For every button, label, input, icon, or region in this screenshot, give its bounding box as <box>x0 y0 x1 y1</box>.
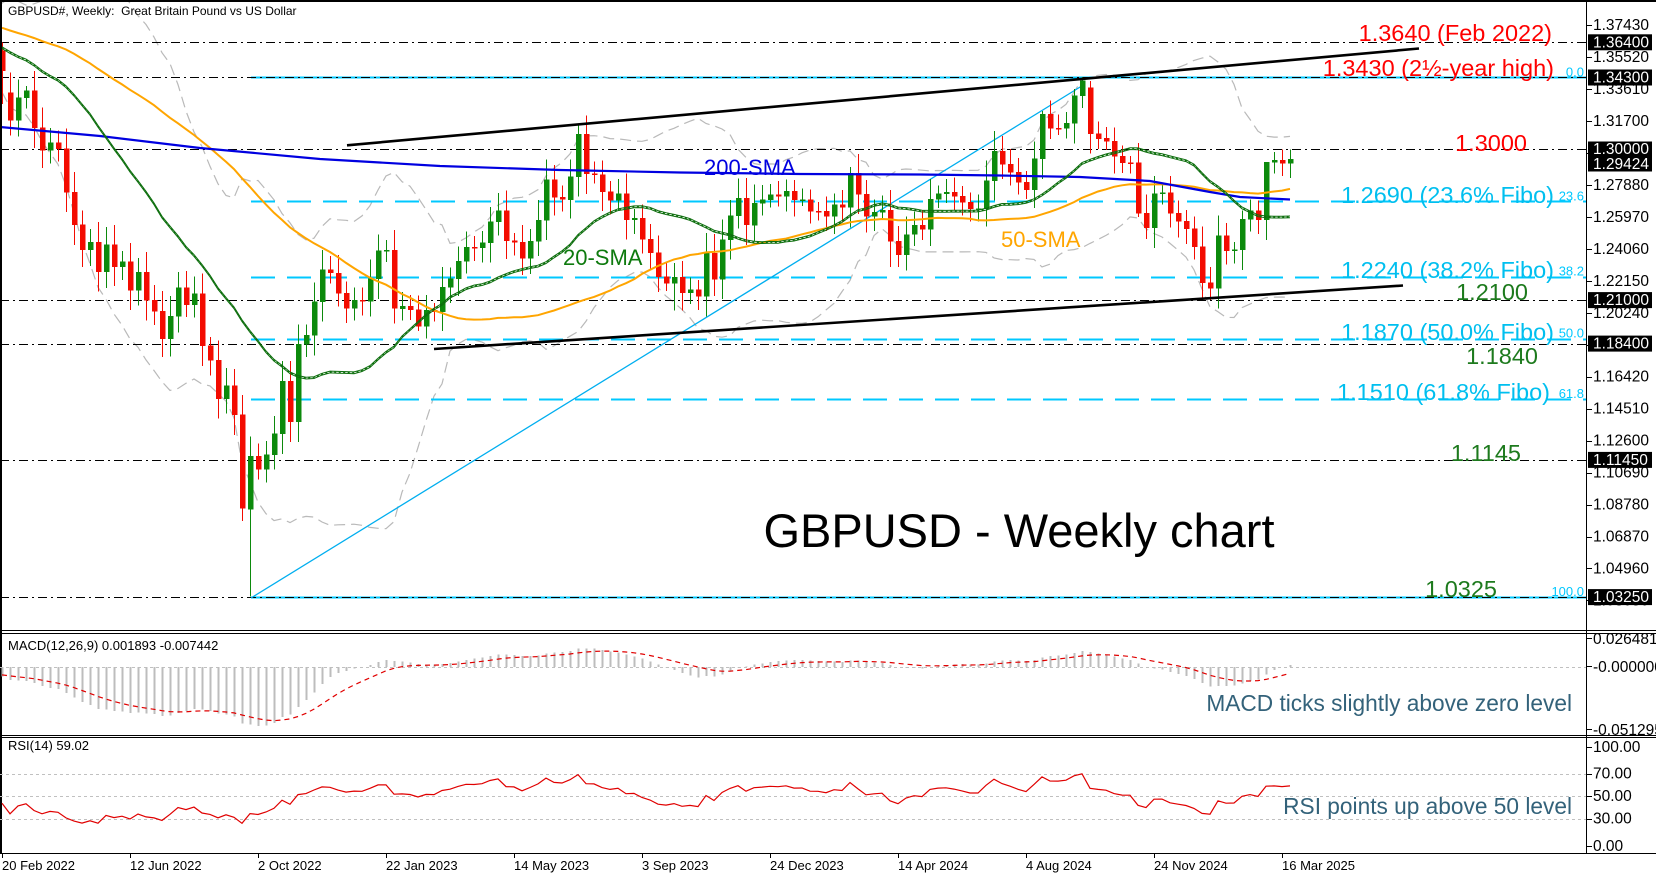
svg-text:1.1145: 1.1145 <box>1451 440 1521 466</box>
svg-text:1.10690: 1.10690 <box>1593 465 1649 482</box>
svg-text:100.0: 100.0 <box>1551 584 1584 599</box>
svg-text:1.30000: 1.30000 <box>1593 141 1649 158</box>
svg-text:1.22150: 1.22150 <box>1593 273 1649 290</box>
svg-text:24 Nov 2024: 24 Nov 2024 <box>1154 858 1228 873</box>
svg-text:100.00: 100.00 <box>1593 739 1641 756</box>
svg-text:1.3430 (2½-year high): 1.3430 (2½-year high) <box>1323 55 1554 81</box>
svg-text:1.08780: 1.08780 <box>1593 497 1649 514</box>
svg-text:MACD ticks slightly above zero: MACD ticks slightly above zero level <box>1206 690 1572 716</box>
svg-text:1.04960: 1.04960 <box>1593 560 1649 577</box>
svg-text:1.20240: 1.20240 <box>1593 305 1649 322</box>
svg-text:12 Jun 2022: 12 Jun 2022 <box>130 858 202 873</box>
svg-text:1.14510: 1.14510 <box>1593 401 1649 418</box>
svg-text:1.18400: 1.18400 <box>1593 336 1649 353</box>
svg-text:1.2100: 1.2100 <box>1456 279 1528 305</box>
svg-text:1.0325: 1.0325 <box>1425 576 1497 602</box>
svg-text:1.06870: 1.06870 <box>1593 529 1649 546</box>
svg-text:20 Feb 2022: 20 Feb 2022 <box>2 858 75 873</box>
svg-text:1.3640 (Feb 2022): 1.3640 (Feb 2022) <box>1359 20 1552 46</box>
svg-text:1.16420: 1.16420 <box>1593 369 1649 386</box>
svg-text:MACD(12,26,9) 0.001893 -0.0074: MACD(12,26,9) 0.001893 -0.007442 <box>8 638 218 653</box>
svg-text:1.25970: 1.25970 <box>1593 209 1649 226</box>
svg-text:30.00: 30.00 <box>1593 811 1632 828</box>
svg-text:1.29424: 1.29424 <box>1593 156 1649 173</box>
svg-text:1.37430: 1.37430 <box>1593 17 1649 34</box>
svg-text:1.3000: 1.3000 <box>1455 130 1527 156</box>
svg-text:61.8: 61.8 <box>1559 386 1584 401</box>
svg-text:1.24060: 1.24060 <box>1593 241 1649 258</box>
svg-text:23.6: 23.6 <box>1559 188 1584 203</box>
svg-text:1.2690 (23.6% Fibo): 1.2690 (23.6% Fibo) <box>1341 182 1554 208</box>
svg-text:50.0: 50.0 <box>1559 326 1584 341</box>
svg-text:GBPUSD - Weekly chart: GBPUSD - Weekly chart <box>763 504 1274 557</box>
svg-text:24 Dec 2023: 24 Dec 2023 <box>770 858 844 873</box>
svg-text:1.27880: 1.27880 <box>1593 177 1649 194</box>
svg-text:1.36400: 1.36400 <box>1593 34 1649 51</box>
svg-text:1.31700: 1.31700 <box>1593 113 1649 130</box>
svg-text:1.12600: 1.12600 <box>1593 433 1649 450</box>
svg-text:1.1870 (50.0% Fibo): 1.1870 (50.0% Fibo) <box>1341 319 1554 345</box>
svg-text:-0.051295: -0.051295 <box>1593 722 1656 739</box>
svg-text:GBPUSD#, Weekly: Great Britai: GBPUSD#, Weekly: Great Britain Pound vs … <box>8 4 297 18</box>
svg-text:200-SMA: 200-SMA <box>704 155 796 180</box>
svg-text:1.2240 (38.2% Fibo): 1.2240 (38.2% Fibo) <box>1341 257 1554 283</box>
svg-text:RSI(14) 59.02: RSI(14) 59.02 <box>8 738 89 753</box>
svg-text:0.0: 0.0 <box>1566 64 1584 79</box>
svg-text:50.00: 50.00 <box>1593 788 1632 805</box>
svg-text:RSI points up above 50 level: RSI points up above 50 level <box>1283 793 1572 819</box>
svg-text:38.2: 38.2 <box>1559 264 1584 279</box>
svg-text:1.11450: 1.11450 <box>1593 452 1648 469</box>
svg-text:16 Mar 2025: 16 Mar 2025 <box>1282 858 1355 873</box>
svg-text:-0.000000: -0.000000 <box>1593 659 1656 676</box>
svg-text:1.1840: 1.1840 <box>1466 343 1538 369</box>
svg-text:1.03250: 1.03250 <box>1593 589 1649 606</box>
svg-text:14 Apr 2024: 14 Apr 2024 <box>898 858 968 873</box>
svg-text:1.34300: 1.34300 <box>1593 69 1649 86</box>
svg-text:22 Jan 2023: 22 Jan 2023 <box>386 858 458 873</box>
svg-text:1.35520: 1.35520 <box>1593 49 1649 66</box>
svg-text:1.1510 (61.8% Fibo): 1.1510 (61.8% Fibo) <box>1337 379 1550 405</box>
svg-text:50-SMA: 50-SMA <box>1001 227 1081 252</box>
svg-text:20-SMA: 20-SMA <box>563 245 643 270</box>
svg-text:3 Sep 2023: 3 Sep 2023 <box>642 858 709 873</box>
svg-text:14 May 2023: 14 May 2023 <box>514 858 589 873</box>
svg-text:0.00: 0.00 <box>1593 838 1624 855</box>
svg-text:4 Aug 2024: 4 Aug 2024 <box>1026 858 1092 873</box>
svg-text:1.21000: 1.21000 <box>1593 292 1649 309</box>
svg-text:70.00: 70.00 <box>1593 766 1632 783</box>
svg-text:2 Oct 2022: 2 Oct 2022 <box>258 858 322 873</box>
svg-text:0.026481: 0.026481 <box>1593 631 1656 648</box>
